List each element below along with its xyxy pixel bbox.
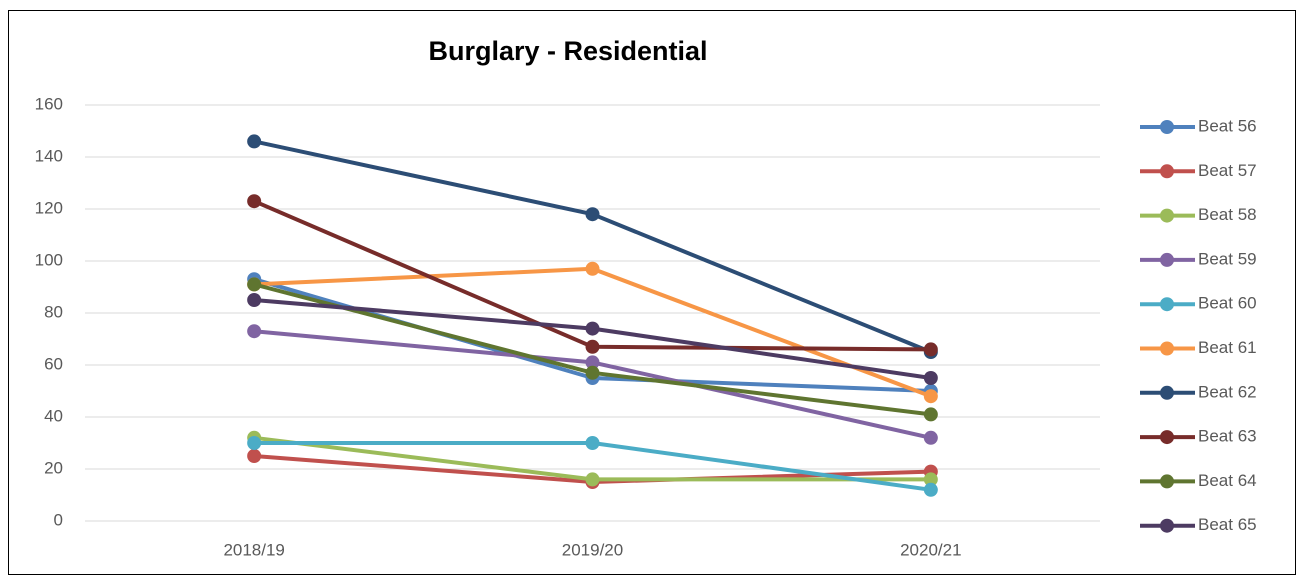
legend-label: Beat 61 — [1198, 338, 1257, 357]
legend-marker — [1160, 341, 1174, 356]
legend-label: Beat 59 — [1198, 249, 1257, 268]
legend-marker — [1160, 430, 1174, 445]
legend-marker — [1160, 518, 1174, 533]
point — [923, 371, 938, 385]
point — [923, 407, 938, 422]
point — [585, 321, 600, 336]
legend-label: Beat 57 — [1198, 161, 1257, 180]
point — [923, 430, 938, 445]
legend-marker — [1160, 252, 1174, 267]
point — [585, 261, 600, 276]
point — [585, 207, 600, 222]
point — [923, 472, 938, 487]
legend-marker — [1160, 474, 1174, 489]
point — [585, 339, 600, 354]
y-tick-label: 40 — [44, 406, 63, 425]
x-tick-label: 2020/21 — [900, 540, 961, 559]
legend-marker — [1160, 120, 1174, 134]
y-tick-label: 120 — [35, 198, 63, 217]
point — [585, 436, 600, 450]
point — [585, 355, 600, 370]
x-tick-label: 2019/20 — [562, 540, 623, 559]
legend-marker — [1160, 208, 1174, 223]
y-tick-label: 20 — [44, 458, 63, 477]
legend-label: Beat 63 — [1198, 427, 1257, 446]
legend-label: Beat 56 — [1198, 116, 1257, 135]
point — [247, 277, 262, 292]
point — [585, 365, 600, 380]
legend-label: Beat 58 — [1198, 205, 1257, 224]
y-tick-label: 0 — [54, 510, 63, 529]
point — [923, 342, 938, 357]
legend-label: Beat 65 — [1198, 515, 1257, 534]
point — [923, 389, 938, 404]
legend-label: Beat 62 — [1198, 382, 1257, 401]
point — [247, 449, 262, 463]
point — [247, 436, 262, 450]
legend-marker — [1160, 385, 1174, 400]
legend-label: Beat 60 — [1198, 294, 1257, 313]
chart-title: Burglary - Residential — [428, 36, 707, 66]
y-tick-label: 60 — [44, 354, 63, 373]
point — [247, 194, 262, 209]
y-tick-label: 140 — [35, 146, 63, 165]
legend-marker — [1160, 297, 1174, 312]
y-tick-label: 100 — [35, 250, 63, 269]
legend-marker — [1160, 164, 1174, 179]
x-tick-label: 2018/19 — [223, 540, 284, 559]
point — [247, 293, 262, 307]
y-tick-label: 80 — [44, 302, 63, 321]
y-tick-label: 160 — [35, 94, 63, 113]
point — [247, 134, 262, 149]
point — [585, 472, 600, 487]
legend-label: Beat 64 — [1198, 471, 1257, 490]
point — [923, 482, 938, 497]
point — [247, 324, 262, 339]
